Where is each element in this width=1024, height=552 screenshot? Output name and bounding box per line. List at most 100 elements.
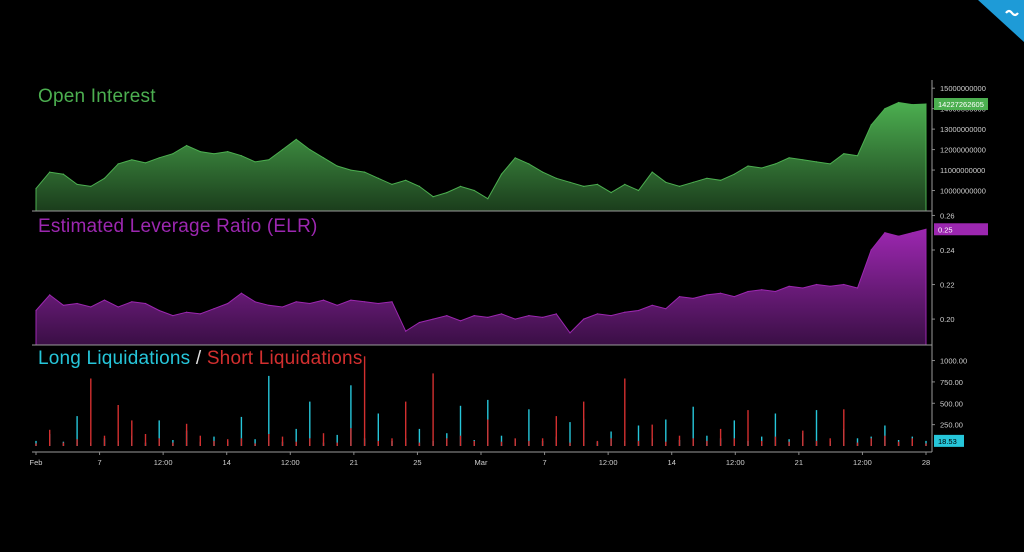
title-separator: /: [195, 348, 202, 369]
oi-point: [678, 185, 681, 187]
x-tick-label: 21: [350, 458, 358, 467]
short-liquidations-title: Short Liquidations: [206, 348, 363, 369]
oi-point: [843, 153, 845, 155]
elr-point: [144, 302, 147, 305]
oi-point: [309, 149, 311, 151]
long-liquidations-title: Long Liquidations: [38, 348, 191, 369]
oi-point: [788, 157, 790, 159]
oi-point: [199, 151, 201, 153]
elr-point: [542, 316, 544, 318]
oi-point: [336, 165, 338, 167]
x-tick-label: 14: [668, 458, 676, 467]
oi-point: [720, 179, 722, 181]
oi-point: [405, 179, 407, 181]
oi-point: [542, 171, 544, 173]
elr-point: [692, 297, 694, 299]
elr-point: [76, 302, 78, 305]
oi-point: [487, 198, 489, 200]
oi-ytick-label: 13000000000: [940, 125, 986, 134]
elr-point: [350, 299, 352, 301]
elr-point: [158, 309, 160, 312]
oi-point: [117, 163, 119, 165]
elr-point: [569, 332, 571, 334]
liquidations-panel: [35, 356, 927, 446]
oi-point: [692, 181, 694, 183]
elr-point: [364, 301, 366, 303]
liq-ytick-label: 250.00: [940, 421, 963, 430]
oi-point: [432, 196, 434, 198]
oi-point: [49, 171, 51, 173]
elr-point: [295, 301, 297, 303]
x-tick-label: 25: [413, 458, 421, 467]
oi-point: [706, 177, 708, 179]
oi-point: [802, 159, 804, 161]
liquidations-title: Long Liquidations / Short Liquidations: [38, 348, 363, 370]
elr-point: [49, 294, 51, 296]
elr-point: [377, 302, 379, 305]
liq-ytick-label: 1000.00: [940, 357, 967, 366]
elr-ytick-label: 0.20: [940, 315, 955, 324]
oi-point: [870, 124, 872, 126]
elr-point: [651, 304, 653, 306]
elr-point: [322, 299, 325, 301]
oi-point: [747, 165, 749, 167]
elr-point: [610, 315, 612, 317]
x-tick-label: Mar: [475, 458, 488, 467]
oi-point: [815, 161, 818, 163]
elr-point: [665, 308, 667, 310]
oi-point: [76, 183, 78, 185]
elr-point: [131, 301, 133, 303]
elr-point: [829, 285, 831, 287]
elr-point: [336, 304, 338, 306]
oi-point: [158, 157, 160, 159]
elr-point: [898, 235, 900, 237]
elr-title: Estimated Leverage Ratio (ELR): [38, 216, 318, 237]
liq-last-value-label: 18.53: [938, 437, 957, 446]
oi-point: [131, 159, 133, 161]
elr-point: [802, 287, 804, 289]
oi-point: [254, 161, 256, 163]
oi-point: [144, 162, 147, 164]
oi-point: [596, 183, 599, 185]
oi-point: [651, 171, 653, 173]
open-interest-panel: [35, 101, 927, 212]
elr-last-value-label: 0.25: [938, 225, 953, 234]
elr-last-value-badge: [934, 223, 988, 236]
elr-point: [774, 290, 777, 293]
oi-point: [446, 192, 448, 194]
x-tick-label: 14: [223, 458, 231, 467]
oi-point: [911, 104, 913, 106]
elr-ytick-label: 0.26: [940, 211, 955, 220]
elr-point: [172, 315, 174, 317]
x-tick-label: 21: [795, 458, 803, 467]
elr-point: [720, 292, 722, 294]
elr-point: [884, 232, 886, 234]
elr-point: [268, 304, 270, 306]
x-tick-label: 12:00: [726, 458, 745, 467]
oi-ytick-label: 12000000000: [940, 146, 986, 155]
oi-point: [665, 181, 667, 183]
oi-point: [624, 183, 626, 185]
elr-point: [418, 321, 420, 324]
elr-point: [473, 315, 475, 317]
elr-point: [815, 283, 818, 286]
oi-point: [459, 185, 462, 187]
elr-point: [870, 249, 872, 251]
elr-point: [555, 313, 557, 315]
oi-area: [35, 101, 927, 212]
elr-ytick-label: 0.22: [940, 281, 955, 290]
oi-point: [172, 153, 174, 155]
oi-point: [856, 155, 859, 157]
elr-point: [199, 313, 201, 315]
oi-point: [322, 157, 325, 159]
oi-point: [528, 163, 530, 165]
oi-point: [761, 167, 763, 169]
elr-point: [596, 313, 599, 315]
oi-point: [391, 183, 393, 185]
oi-point: [637, 189, 640, 192]
oi-point: [295, 138, 297, 140]
elr-point: [90, 306, 92, 308]
oi-point: [473, 189, 475, 192]
elr-panel: [35, 228, 927, 346]
